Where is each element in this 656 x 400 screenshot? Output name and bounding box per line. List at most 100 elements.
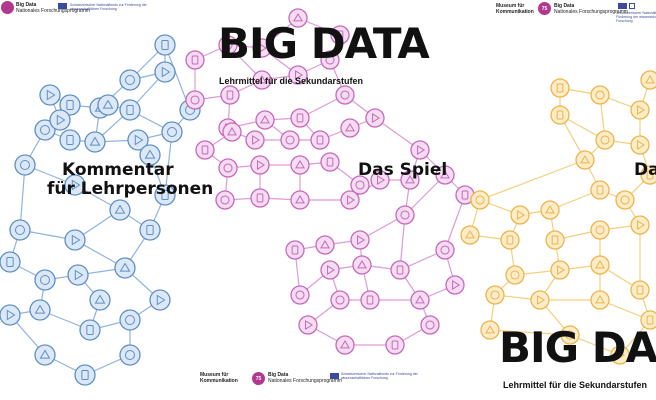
middle-snf-text: Schweizerischer Nationalfonds zur Förder… — [341, 372, 418, 381]
pink-node-icon — [435, 240, 455, 260]
yellow-node-icon — [500, 230, 520, 250]
middle-snf-logo-icon — [330, 373, 339, 379]
pink-node-icon — [400, 170, 420, 190]
pink-node-icon — [255, 110, 275, 130]
pink-node-icon — [185, 50, 205, 70]
pink-node-icon — [298, 315, 318, 335]
yellow-node-icon — [470, 190, 490, 210]
blue-node-icon — [39, 84, 61, 106]
pink-node-icon — [285, 240, 305, 260]
yellow-node-icon — [480, 320, 500, 340]
left-snf-text: Schweizerischer Nationalfonds zur Förder… — [70, 3, 147, 12]
pink-node-icon — [320, 260, 340, 280]
blue-node-icon — [64, 229, 86, 251]
pink-node-icon — [290, 285, 310, 305]
blue-node-icon — [97, 94, 119, 116]
pink-node-icon — [222, 122, 242, 142]
middle-badge: 75 — [252, 372, 265, 385]
snf-logo-icon — [58, 3, 67, 9]
right-program-label: Nationales Forschungsprogramm — [554, 9, 628, 15]
blue-node-icon — [89, 289, 111, 311]
right-snf-logo-icon — [618, 3, 627, 9]
blue-node-icon — [34, 119, 56, 141]
pink-node-icon — [252, 70, 272, 90]
blue-node-icon — [139, 219, 161, 241]
pink-node-icon — [335, 85, 355, 105]
yellow-node-icon — [590, 180, 610, 200]
blue-network-edges — [9, 44, 191, 376]
pink-node-icon — [352, 255, 372, 275]
pink-node-icon — [420, 315, 440, 335]
middle-big-title: BIG DATA — [218, 19, 430, 68]
pink-node-icon — [410, 140, 430, 160]
yellow-node-icon — [630, 280, 650, 300]
blue-node-icon — [109, 199, 131, 221]
pink-node-icon — [350, 175, 370, 195]
yellow-node-icon — [630, 215, 650, 235]
yellow-node-icon — [630, 135, 650, 155]
blue-node-icon — [119, 69, 141, 91]
blue-node-icon — [149, 289, 171, 311]
blue-node-icon — [34, 269, 56, 291]
yellow-node-icon — [590, 255, 610, 275]
yellow-node-icon — [485, 285, 505, 305]
blue-node-icon — [67, 264, 89, 286]
right-snf-text: Schweizerischer Nationalfonds zur Förder… — [616, 11, 656, 24]
middle-program-label: Nationales Forschungsprogramm — [268, 378, 342, 384]
blue-node-icon — [9, 219, 31, 241]
right-museum-line1: Museum für — [496, 3, 525, 9]
blue-node-icon — [79, 319, 101, 341]
pink-node-icon — [360, 290, 380, 310]
pink-node-icon — [218, 158, 238, 178]
left-bigdata-label: Big Data — [16, 2, 37, 8]
pink-node-icon — [395, 205, 415, 225]
right-big-title-partial: BIG DA — [499, 323, 656, 372]
yellow-node-icon — [575, 150, 595, 170]
middle-subtitle: Lehrmittel für die Sekundarstufen — [219, 76, 364, 86]
pink-node-icon — [410, 290, 430, 310]
pink-node-icon — [220, 85, 240, 105]
blue-node-icon — [119, 344, 141, 366]
pink-node-icon — [250, 155, 270, 175]
pink-network-nodes — [185, 8, 475, 355]
right-subtitle: Lehrmittel für die Sekundarstufen — [503, 380, 648, 390]
yellow-network-nodes — [460, 70, 656, 365]
right-snf-logo-icon-2 — [629, 3, 635, 9]
pink-node-icon — [320, 50, 340, 70]
blue-node-icon — [34, 344, 56, 366]
pink-node-icon — [252, 38, 272, 58]
blue-node-icon — [119, 99, 141, 121]
pink-node-icon — [185, 90, 205, 110]
yellow-node-icon — [590, 220, 610, 240]
pink-node-icon — [290, 190, 310, 210]
blue-node-icon — [59, 94, 81, 116]
right-museum-line2: Kommunikation — [496, 9, 534, 15]
yellow-node-icon — [640, 70, 656, 90]
pink-node-icon — [370, 170, 390, 190]
nrp-logo-icon — [1, 1, 14, 14]
yellow-node-icon — [545, 230, 565, 250]
middle-heading: Das Spiel — [358, 160, 448, 180]
pink-node-icon — [250, 188, 270, 208]
yellow-node-icon — [505, 265, 525, 285]
blue-node-icon — [154, 34, 176, 56]
blue-network-nodes — [0, 34, 201, 386]
pink-node-icon — [315, 235, 335, 255]
yellow-node-icon — [550, 105, 570, 125]
left-title-line2: für Lehrpersonen — [47, 179, 214, 199]
middle-museum-line2: Kommunikation — [200, 378, 238, 384]
pink-node-icon — [195, 140, 215, 160]
yellow-node-icon — [550, 78, 570, 98]
yellow-node-icon — [460, 225, 480, 245]
blue-node-icon — [114, 257, 136, 279]
pink-node-icon — [330, 290, 350, 310]
pink-node-icon — [330, 25, 350, 45]
pink-node-icon — [455, 185, 475, 205]
pink-node-icon — [365, 108, 385, 128]
pink-node-icon — [390, 260, 410, 280]
pink-node-icon — [290, 108, 310, 128]
blue-node-icon — [161, 121, 183, 143]
yellow-node-icon — [560, 325, 580, 345]
pink-node-icon — [435, 165, 455, 185]
yellow-node-icon — [640, 165, 656, 185]
